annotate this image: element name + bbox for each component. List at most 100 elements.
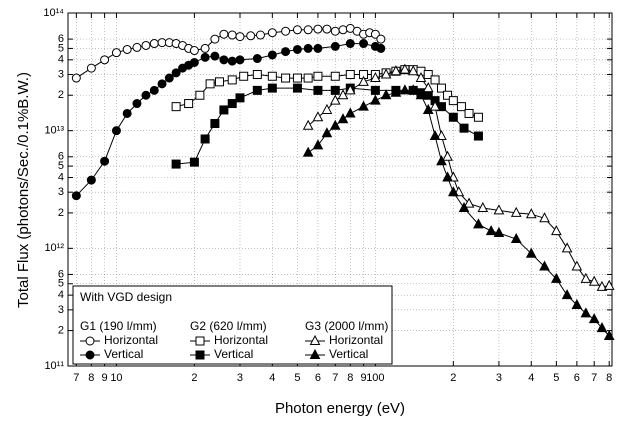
marker (235, 93, 245, 103)
marker (399, 63, 411, 74)
marker (239, 71, 249, 81)
marker (313, 43, 323, 53)
marker (390, 86, 402, 97)
marker (330, 85, 340, 95)
marker (303, 43, 313, 53)
marker (313, 85, 323, 95)
marker (321, 127, 333, 138)
marker (267, 28, 277, 38)
marker (429, 129, 441, 141)
marker (380, 89, 392, 100)
x-tick-label: 3 (237, 372, 243, 384)
marker (436, 83, 446, 93)
marker (111, 126, 121, 136)
marker (210, 51, 220, 61)
y-tick-label: 10¹³ (44, 125, 64, 137)
marker (338, 25, 348, 35)
marker (380, 68, 392, 79)
marker (359, 39, 369, 49)
marker (539, 212, 550, 223)
marker (329, 119, 341, 130)
x-tick-label: 7 (332, 372, 338, 384)
x-tick-label: 8 (347, 372, 353, 384)
x-tick-label: 9 (102, 372, 108, 384)
y-tick-label: 4 (58, 54, 64, 66)
marker (423, 70, 433, 80)
marker (227, 56, 237, 66)
marker (85, 336, 95, 346)
y-tick-label: 2 (58, 89, 64, 101)
y-tick-label: 4 (58, 171, 64, 183)
marker (330, 26, 340, 36)
marker (551, 225, 562, 236)
marker (164, 73, 174, 83)
marker (312, 111, 324, 122)
marker (456, 102, 466, 112)
marker (149, 85, 159, 95)
marker (189, 46, 199, 56)
marker (510, 232, 522, 244)
marker (292, 73, 302, 83)
legend-box (72, 285, 393, 365)
marker (303, 25, 313, 35)
marker (210, 34, 220, 44)
marker (184, 99, 194, 109)
marker (235, 55, 245, 65)
marker (407, 84, 419, 95)
plot-frame (67, 12, 613, 367)
marker (195, 336, 205, 346)
marker (464, 108, 474, 118)
y-tick-label: 3 (58, 186, 64, 198)
marker (376, 34, 386, 44)
marker (458, 201, 470, 213)
legend-label: Horizontal (329, 333, 383, 347)
marker (292, 83, 302, 93)
marker (459, 123, 469, 133)
x-tick-label: 7 (591, 372, 597, 384)
marker (171, 68, 181, 78)
marker (344, 107, 356, 118)
marker (603, 329, 615, 340)
marker (205, 79, 215, 89)
marker (337, 113, 349, 124)
x-tick-label: 6 (574, 372, 580, 384)
marker (141, 90, 151, 100)
marker (281, 26, 291, 36)
marker (442, 171, 453, 182)
y-tick-label: 6 (58, 33, 64, 45)
marker (436, 155, 447, 166)
marker (442, 150, 453, 161)
marker (200, 52, 210, 62)
marker (561, 242, 573, 253)
marker (86, 63, 96, 73)
marker (571, 260, 583, 271)
marker (415, 89, 427, 100)
marker (235, 32, 245, 42)
marker (149, 39, 159, 49)
marker (313, 24, 323, 34)
marker (485, 225, 497, 236)
x-tick-label: 2 (191, 372, 197, 384)
y-tick-label: 10¹¹ (44, 360, 64, 372)
marker (358, 100, 369, 111)
x-tick-label: 10 (110, 372, 122, 384)
marker (302, 119, 314, 130)
marker (292, 25, 302, 35)
marker (195, 350, 205, 360)
marker (227, 75, 237, 85)
marker (337, 89, 349, 100)
y-tick-label: 6 (58, 151, 64, 163)
x-tick-label: 5 (294, 372, 300, 384)
marker (141, 40, 151, 50)
y-axis-title: Total Flux (photons/Sec./0.1%B.W.) (15, 72, 32, 308)
y-tick-label: 5 (58, 278, 64, 290)
marker (309, 334, 321, 345)
marker (561, 289, 573, 300)
marker (415, 71, 427, 83)
marker (358, 75, 369, 86)
marker (330, 41, 340, 51)
marker (603, 279, 615, 290)
legend-label: Vertical (214, 347, 253, 361)
marker (267, 50, 277, 60)
